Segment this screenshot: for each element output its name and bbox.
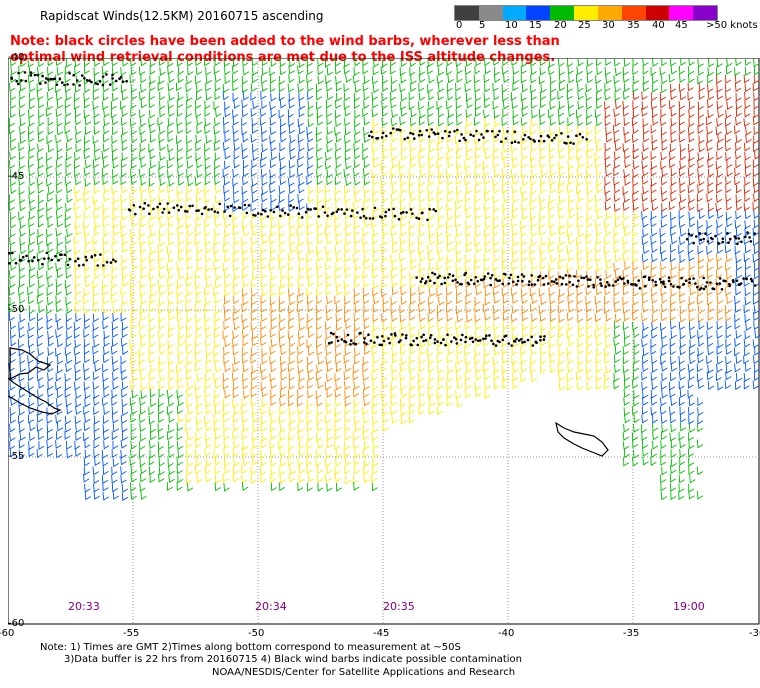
longitude-tick-label: -60 [0, 628, 15, 639]
scale-swatch [574, 6, 598, 20]
pass-time-label: 20:35 [383, 600, 415, 613]
longitude-tick-label: -45 [373, 628, 390, 639]
contamination-note-line1: Note: black circles have been added to t… [10, 34, 560, 49]
map-title: Rapidscat Winds(12.5KM) 20160715 ascendi… [40, 9, 324, 23]
latitude-tick-label: -45 [8, 171, 25, 182]
scale-label: 45 [675, 20, 688, 31]
scale-label: 15 [529, 20, 542, 31]
scale-label: 20 [554, 20, 567, 31]
footer-credit: NOAA/NESDIS/Center for Satellite Applica… [212, 667, 516, 678]
latitude-tick-label: -55 [8, 451, 25, 462]
scale-label: 5 [479, 20, 486, 31]
wind-speed-scale-labels: 0 5 10 15 20 25 30 35 40 45 >50 knots [448, 20, 758, 34]
footer-note-line1: Note: 1) Times are GMT 2)Times along bot… [40, 642, 461, 653]
latitude-tick-label: -50 [8, 304, 25, 315]
scale-label: 25 [578, 20, 591, 31]
scale-swatch [502, 6, 527, 20]
longitude-tick-label: -35 [623, 628, 640, 639]
scale-label: 40 [652, 20, 665, 31]
latitude-tick-label: -40 [8, 52, 25, 63]
latitude-tick-label: -60 [8, 618, 25, 629]
scale-swatch [693, 6, 717, 20]
scale-swatch [478, 6, 503, 20]
pass-time-label: 20:34 [255, 600, 287, 613]
wind-barb-map [8, 58, 760, 625]
wind-barbs [8, 58, 760, 502]
longitude-tick-label: -50 [248, 628, 265, 639]
pass-time-label: 20:33 [68, 600, 100, 613]
footer-note-line2: 3)Data buffer is 22 hrs from 20160715 4)… [64, 654, 522, 665]
scale-swatch [597, 6, 622, 20]
wind-speed-scale [454, 5, 718, 21]
scale-label: >50 knots [706, 20, 758, 31]
longitude-tick-label: -40 [498, 628, 515, 639]
scale-swatch [526, 6, 551, 20]
scale-swatch [645, 6, 670, 20]
scale-label: 10 [505, 20, 518, 31]
longitude-tick-label: -55 [123, 628, 140, 639]
scale-label: 35 [627, 20, 640, 31]
scale-swatch [621, 6, 646, 20]
scale-swatch [455, 6, 479, 20]
map-frame [8, 58, 760, 625]
falkland-islands-coast-south [8, 377, 62, 415]
south-georgia-coast [555, 421, 609, 457]
falkland-islands-coast [9, 347, 52, 382]
scale-swatch [550, 6, 575, 20]
scale-label: 30 [602, 20, 615, 31]
pass-time-label: 19:00 [673, 600, 705, 613]
contamination-markers [8, 71, 757, 347]
longitude-tick-label: -30 [749, 628, 760, 639]
scale-swatch [669, 6, 694, 20]
scale-label: 0 [456, 20, 463, 31]
